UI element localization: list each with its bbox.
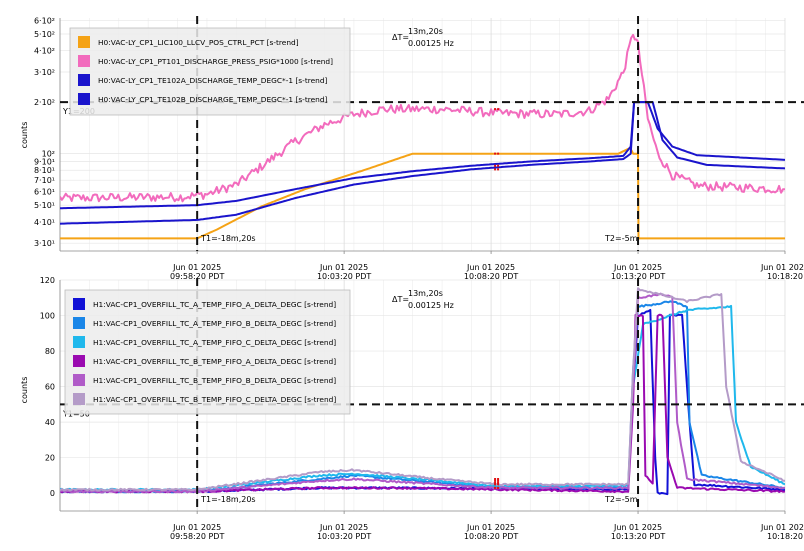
delta-t-value: 13m,20s — [408, 27, 443, 36]
legend[interactable]: H0:VAC-LY_CP1_LIC100_LLCV_POS_CTRL_PCT [… — [69, 27, 351, 116]
x-tick-time-label: 10:18:20 — [767, 532, 803, 541]
legend-entry-2[interactable]: H0:VAC-LY_CP1_PT101_DISCHARGE_PRESS_PSIG… — [98, 57, 333, 66]
legend-entry-4[interactable]: H1:VAC-CP1_OVERFILL_TC_B_TEMP_FIFO_A_DEL… — [93, 357, 336, 366]
legend-swatch-3 — [73, 336, 85, 348]
y-tick-label: 4·10² — [34, 47, 55, 56]
x-tick-date-label: Jun 01 2025 — [613, 263, 662, 272]
y-tick-label: 4·10¹ — [34, 218, 55, 227]
x-tick-date-label: Jun 01 2025 — [760, 263, 804, 272]
x-tick-date-label: Jun 01 2025 — [613, 523, 662, 532]
y-tick-label: 10² — [42, 150, 55, 159]
legend-box — [69, 27, 351, 116]
series-line-4 — [60, 101, 785, 210]
legend-entry-5[interactable]: H1:VAC-CP1_OVERFILL_TC_B_TEMP_FIFO_B_DEL… — [93, 376, 336, 385]
series-line-6 — [60, 287, 785, 492]
y-tick-label: 3·10¹ — [34, 239, 55, 248]
legend-swatch-3 — [78, 74, 90, 86]
legend-entry-3[interactable]: H1:VAC-CP1_OVERFILL_TC_A_TEMP_FIFO_C_DEL… — [93, 338, 336, 347]
y-tick-label: 6·10¹ — [34, 188, 55, 197]
x-tick-date-label: Jun 01 2025 — [760, 523, 804, 532]
y-tick-label: 60 — [45, 383, 55, 392]
x-tick-time-label: 10:08:20 PDT — [464, 272, 518, 281]
x-tick-time-label: 09:58:20 PDT — [170, 272, 224, 281]
y-tick-label: 5·10¹ — [34, 201, 55, 210]
y-tick-label: 7·10¹ — [34, 176, 55, 185]
legend-swatch-4 — [73, 355, 85, 367]
y-tick-label: 40 — [45, 418, 55, 427]
legend-swatch-6 — [73, 393, 85, 405]
y-tick-label: 8·10¹ — [34, 166, 55, 175]
x-tick-date-label: Jun 01 2025 — [319, 263, 368, 272]
legend-entry-2[interactable]: H1:VAC-CP1_OVERFILL_TC_A_TEMP_FIFO_B_DEL… — [93, 319, 336, 328]
y-axis-label: counts — [20, 122, 29, 149]
legend-entry-6[interactable]: H1:VAC-CP1_OVERFILL_TC_B_TEMP_FIFO_C_DEL… — [93, 395, 336, 404]
x-tick-time-label: 10:03:20 PDT — [317, 272, 371, 281]
legend-swatch-2 — [78, 55, 90, 67]
legend-entry-3[interactable]: H0:VAC-LY_CP1_TE102A_DISCHARGE_TEMP_DEGC… — [98, 76, 328, 85]
legend-entry-1[interactable]: H0:VAC-LY_CP1_LIC100_LLCV_POS_CTRL_PCT [… — [98, 38, 299, 47]
y-axis-label: counts — [20, 377, 29, 404]
y-tick-label: 20 — [45, 454, 55, 463]
x-tick-date-label: Jun 01 2025 — [319, 523, 368, 532]
series-line-3 — [60, 101, 785, 225]
x-tick-date-label: Jun 01 2025 — [466, 523, 515, 532]
delta-t-value: 13m,20s — [408, 289, 443, 298]
y-tick-label: 3·10² — [34, 68, 55, 77]
y-tick-label: 9·10¹ — [34, 157, 55, 166]
delta-t-frequency: 0.00125 Hz — [408, 301, 454, 310]
t1-cursor-label: T1=-18m,20s — [200, 495, 255, 504]
y-tick-label: 0 — [50, 489, 55, 498]
y-tick-label: 100 — [40, 312, 55, 321]
x-tick-time-label: 10:18:20 — [767, 272, 803, 281]
y-tick-label: 80 — [45, 347, 55, 356]
y-tick-label: 6·10² — [34, 16, 55, 25]
series-line-2 — [60, 33, 785, 203]
x-tick-time-label: 10:13:20 PDT — [611, 272, 665, 281]
legend-swatch-1 — [73, 298, 85, 310]
legend[interactable]: H1:VAC-CP1_OVERFILL_TC_A_TEMP_FIFO_A_DEL… — [64, 289, 351, 415]
x-tick-date-label: Jun 01 2025 — [172, 263, 221, 272]
y-tick-label: 5·10² — [34, 30, 55, 39]
t2-cursor-label: T2=-5m — [604, 234, 638, 243]
y-tick-label: 120 — [40, 276, 55, 285]
legend-swatch-5 — [73, 374, 85, 386]
delta-t-prefix: ΔT= — [392, 33, 409, 42]
y-tick-label: 2·10² — [34, 98, 55, 107]
legend-entry-4[interactable]: H0:VAC-LY_CP1_TE102B_DISCHARGE_TEMP_DEGC… — [98, 95, 328, 104]
delta-t-prefix: ΔT= — [392, 295, 409, 304]
legend-entry-1[interactable]: H1:VAC-CP1_OVERFILL_TC_A_TEMP_FIFO_A_DEL… — [93, 300, 336, 309]
series-line-1 — [60, 146, 785, 240]
x-tick-time-label: 10:13:20 PDT — [611, 532, 665, 541]
legend-swatch-1 — [78, 36, 90, 48]
x-tick-date-label: Jun 01 2025 — [172, 523, 221, 532]
x-tick-time-label: 10:03:20 PDT — [317, 532, 371, 541]
legend-box — [64, 289, 351, 415]
x-tick-time-label: 10:08:20 PDT — [464, 532, 518, 541]
delta-t-frequency: 0.00125 Hz — [408, 39, 454, 48]
t1-cursor-label: T1=-18m,20s — [200, 234, 255, 243]
x-tick-date-label: Jun 01 2025 — [466, 263, 515, 272]
legend-swatch-4 — [78, 93, 90, 105]
legend-swatch-2 — [73, 317, 85, 329]
x-tick-time-label: 09:58:20 PDT — [170, 532, 224, 541]
t2-cursor-label: T2=-5m — [604, 495, 638, 504]
